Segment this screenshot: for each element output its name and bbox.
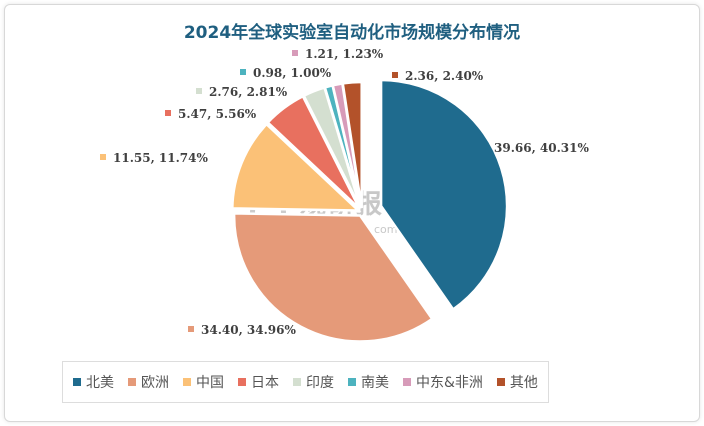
data-label: 39.66, 40.31% xyxy=(494,141,590,155)
legend-swatch xyxy=(238,378,246,386)
legend-swatch xyxy=(348,378,356,386)
legend-item: 中国 xyxy=(183,372,224,392)
legend-swatch xyxy=(128,378,136,386)
label-marker xyxy=(240,69,246,75)
legend-swatch xyxy=(293,378,301,386)
label-marker xyxy=(100,154,106,160)
legend-label: 欧洲 xyxy=(141,375,169,391)
pie-slice-2 xyxy=(231,122,362,212)
legend: 北美 欧洲 中国 日本 印度 南美 中东&非洲 其他 xyxy=(62,361,549,403)
data-label: 5.47, 5.56% xyxy=(178,107,257,121)
legend-item: 其他 xyxy=(496,372,538,392)
label-marker xyxy=(481,144,487,150)
data-label: 34.40, 34.96% xyxy=(201,323,297,337)
legend-swatch xyxy=(183,378,191,386)
legend-swatch xyxy=(496,378,505,386)
pie-slice-7 xyxy=(341,80,363,209)
legend-item: 欧洲 xyxy=(128,372,169,392)
legend-item: 日本 xyxy=(238,372,279,392)
legend-item: 印度 xyxy=(293,372,334,392)
legend-label: 印度 xyxy=(306,375,334,391)
legend-label: 南美 xyxy=(361,375,389,391)
data-label: 1.21, 1.23% xyxy=(305,47,384,61)
legend-label: 中东&非洲 xyxy=(416,375,483,391)
data-label: 11.55, 11.74% xyxy=(113,151,209,165)
pie-slice-1 xyxy=(232,212,434,343)
label-marker xyxy=(292,50,298,56)
legend-item: 中东&非洲 xyxy=(403,372,483,392)
legend-label: 日本 xyxy=(251,375,279,391)
label-marker xyxy=(165,110,171,116)
label-marker xyxy=(392,72,398,78)
pie-slice-0 xyxy=(379,78,509,312)
legend-label: 其他 xyxy=(509,375,538,391)
label-marker xyxy=(196,88,202,94)
legend-item: 北美 xyxy=(73,372,114,392)
data-label: 2.76, 2.81% xyxy=(209,85,288,99)
legend-item: 南美 xyxy=(348,372,389,392)
legend-swatch xyxy=(403,378,411,386)
data-label: 0.98, 1.00% xyxy=(253,66,332,80)
label-marker xyxy=(188,326,194,332)
data-label: 2.36, 2.40% xyxy=(405,69,484,83)
chart-frame xyxy=(4,4,700,422)
legend-label: 北美 xyxy=(86,375,114,391)
chart-title: 2024年全球实验室自动化市场规模分布情况 xyxy=(183,23,521,43)
legend-swatch xyxy=(73,378,81,386)
legend-label: 中国 xyxy=(196,375,224,391)
